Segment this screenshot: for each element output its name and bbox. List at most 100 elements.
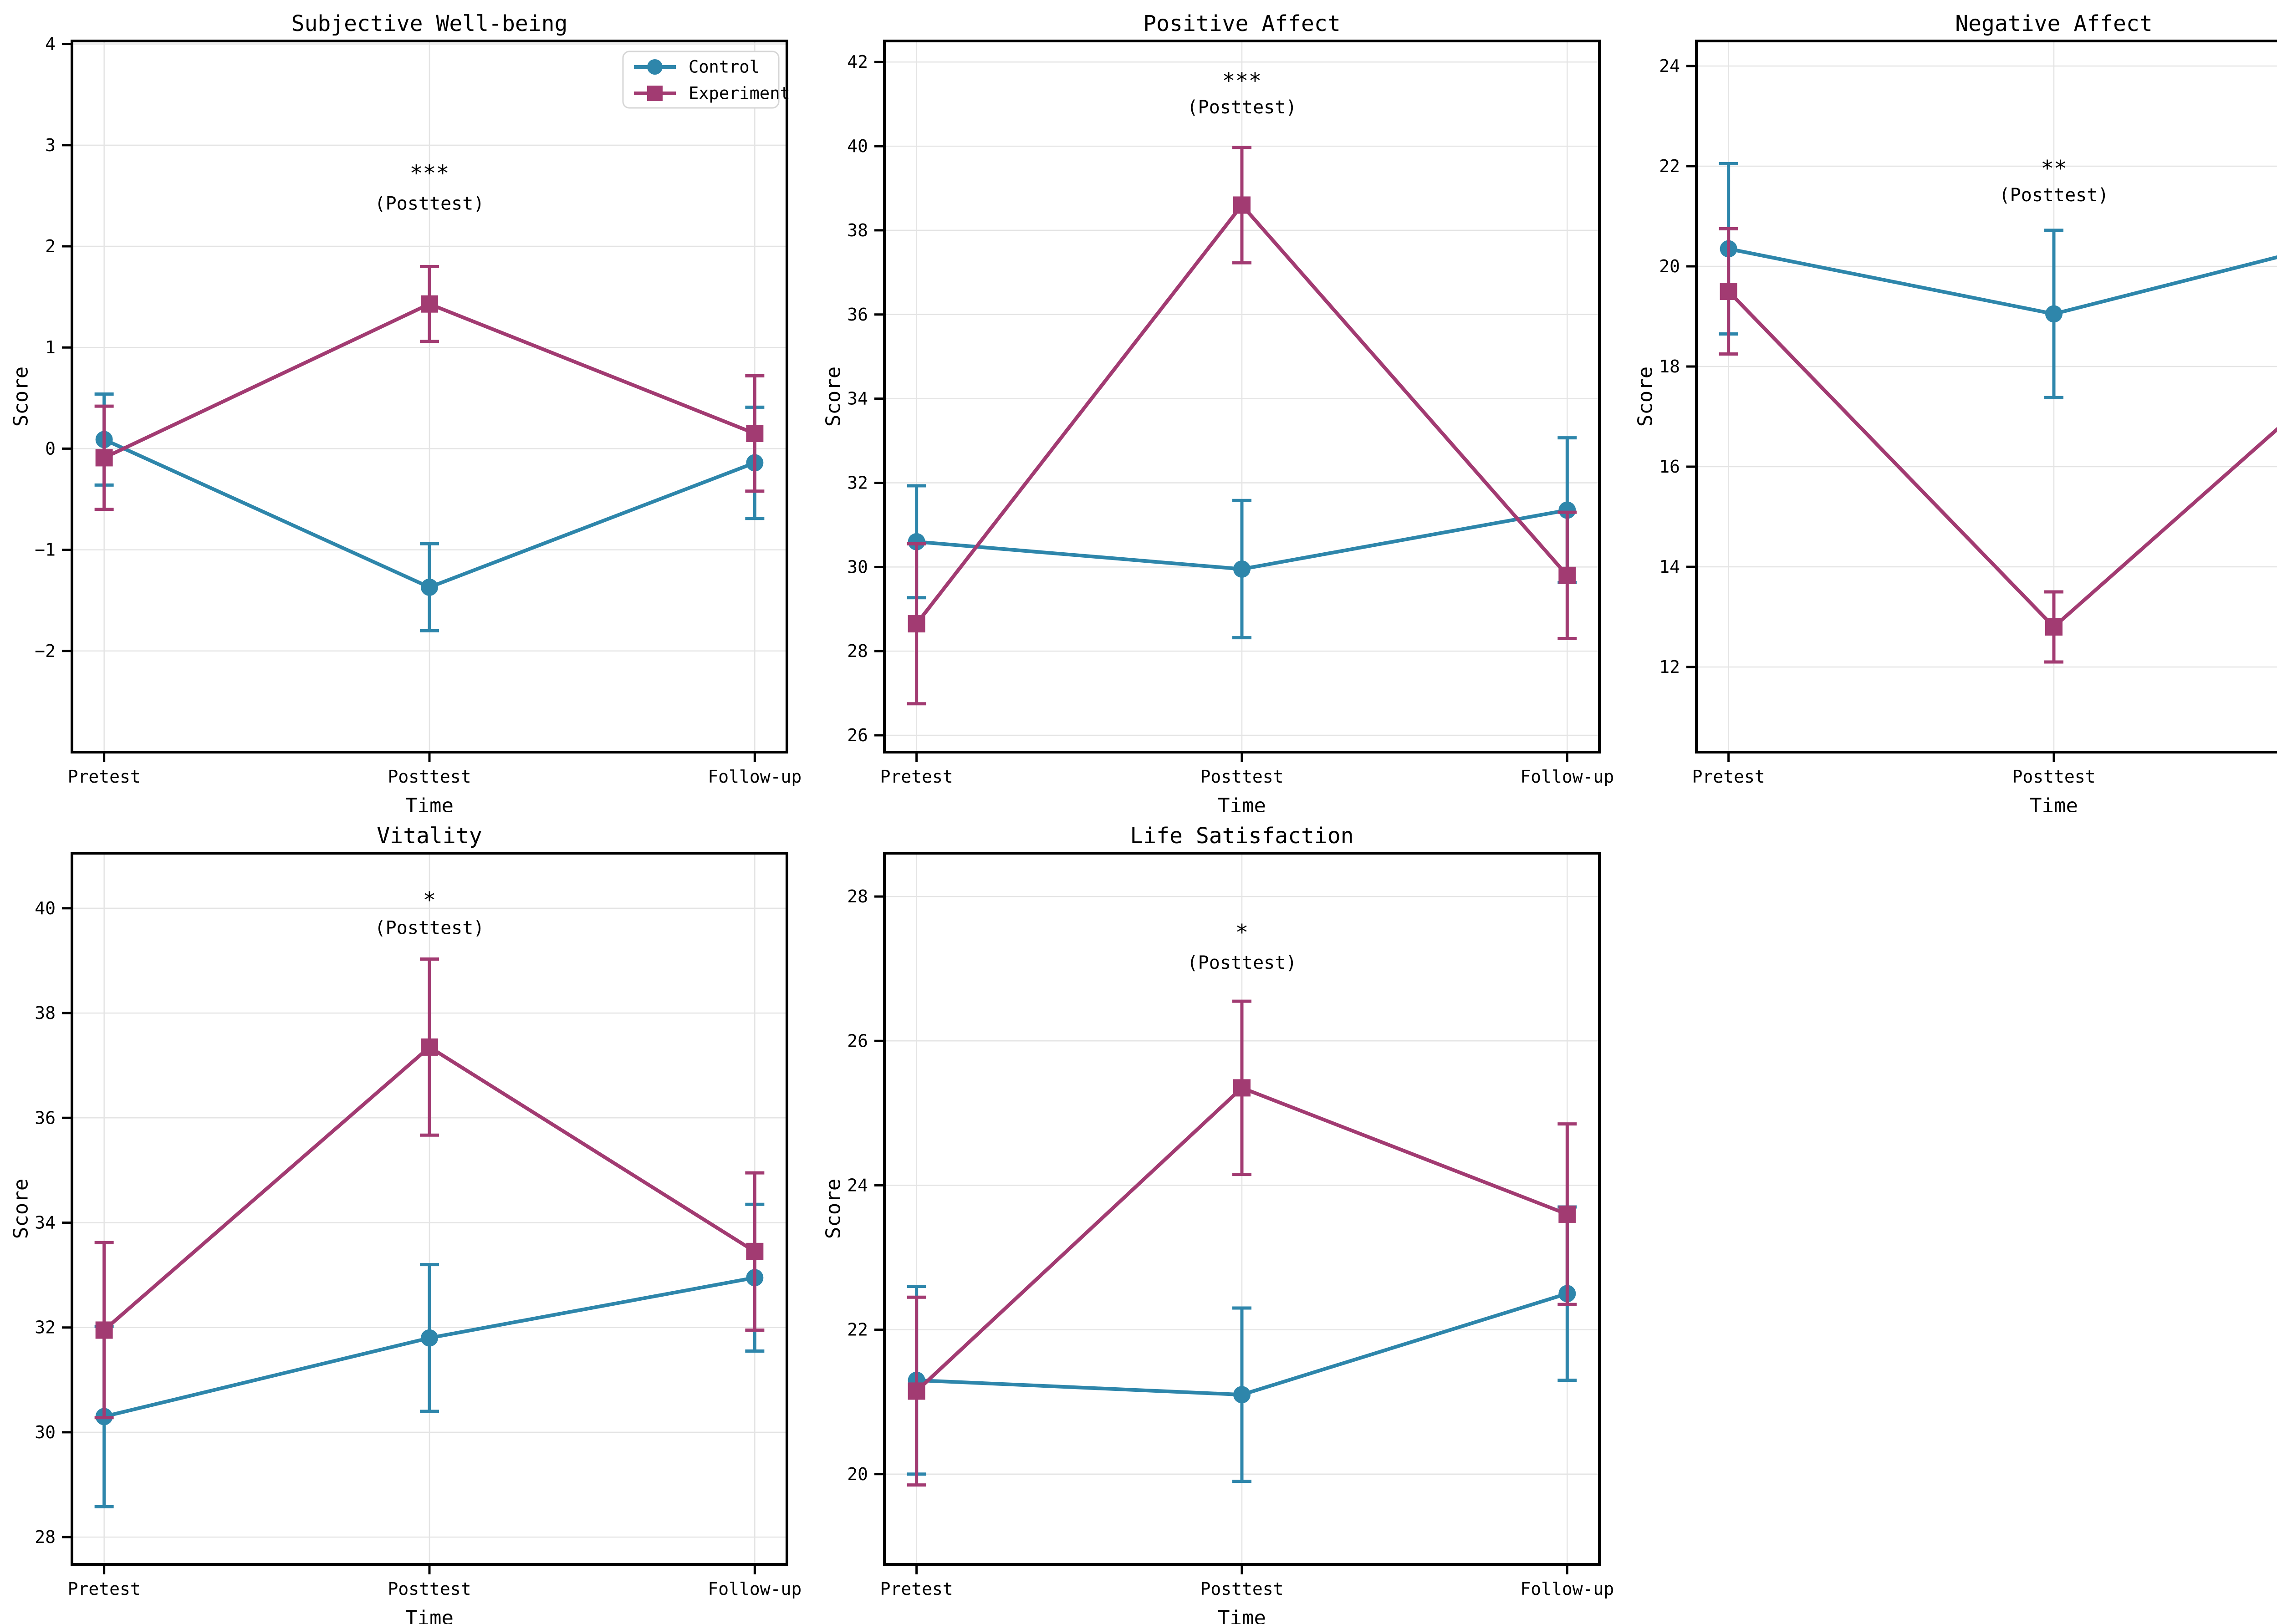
- experiment-marker-icon: [647, 86, 663, 101]
- significance-stars: **: [2041, 156, 2067, 182]
- x-tick-label: Follow-up: [1520, 1579, 1614, 1599]
- y-tick-label: 3: [45, 135, 56, 155]
- significance-label: (Posttest): [375, 193, 485, 214]
- y-tick-label: 24: [847, 1175, 868, 1195]
- marker-experiment-follow-up: [746, 1242, 764, 1260]
- chart-subjective-well-being: −2 −1 0 1 2 3 4 Pretest Posttest Follow-up Subject…: [0, 0, 812, 812]
- y-axis-label: Score: [10, 1179, 33, 1239]
- series-experiment: [1719, 227, 2277, 664]
- chart-background: [1624, 0, 2277, 812]
- series-control: [907, 436, 1577, 640]
- y-tick-label: 12: [1659, 657, 1680, 677]
- marker-experiment-posttest: [421, 295, 438, 313]
- y-tick-label: 42: [847, 52, 868, 72]
- significance-stars: ***: [1222, 68, 1262, 94]
- significance-label: (Posttest): [1187, 97, 1297, 118]
- chart-background: [0, 812, 812, 1624]
- marker-experiment-follow-up: [746, 425, 764, 443]
- chart-vitality: 28 30 32 34 36 38 40 Pretest Posttest Follow-up Vi…: [0, 812, 812, 1624]
- series-experiment: [94, 957, 765, 1420]
- significance-label: (Posttest): [1187, 952, 1297, 973]
- x-axis-label: Time: [405, 1607, 454, 1624]
- chart-svg-vitality: 28 30 32 34 36 38 40 Pretest Posttest Follow-up Vi…: [0, 812, 812, 1624]
- y-tick-label: 20: [1659, 256, 1680, 276]
- significance-stars: ***: [410, 161, 449, 186]
- y-tick-label: 16: [1659, 457, 1680, 477]
- x-tick-label: Posttest: [1200, 1579, 1283, 1599]
- marker-experiment-pretest: [908, 1382, 925, 1400]
- x-axis-label: Time: [405, 794, 454, 812]
- y-tick-label: 4: [45, 34, 56, 54]
- significance-label: (Posttest): [1999, 185, 2109, 206]
- marker-experiment-posttest: [2045, 618, 2063, 636]
- significance-stars: *: [423, 888, 436, 913]
- marker-control-posttest: [1233, 1386, 1251, 1404]
- y-axis-label: Score: [10, 367, 33, 427]
- marker-experiment-follow-up: [1558, 1205, 1576, 1223]
- chart-background: [812, 0, 1625, 812]
- y-tick-label: 36: [35, 1108, 56, 1128]
- x-tick-label: Follow-up: [708, 767, 802, 787]
- significance-label: (Posttest): [375, 918, 485, 939]
- marker-control-posttest: [421, 1329, 438, 1347]
- y-tick-label: 22: [847, 1320, 868, 1340]
- chart-title: Subjective Well-being: [291, 11, 568, 36]
- y-tick-label: 24: [1659, 56, 1680, 76]
- y-tick-label: 0: [45, 438, 56, 458]
- legend: Control Experiment: [622, 51, 790, 109]
- x-axis-label: Time: [1218, 794, 1266, 812]
- y-tick-label: 34: [847, 389, 868, 409]
- x-tick-label: Follow-up: [1520, 767, 1614, 787]
- y-tick-label: 32: [35, 1318, 56, 1338]
- marker-experiment-posttest: [1233, 1079, 1251, 1097]
- y-axis-label: Score: [1634, 367, 1657, 427]
- x-tick-label: Pretest: [880, 1579, 953, 1599]
- marker-control-posttest: [421, 578, 438, 596]
- x-tick-label: Posttest: [388, 767, 471, 787]
- marker-experiment-pretest: [908, 615, 925, 633]
- chart-negative-affect: 12141618202224PretestPosttestFollow-upNe…: [1624, 0, 2277, 812]
- y-tick-label: 40: [847, 136, 868, 156]
- y-tick-label: −1: [35, 540, 56, 560]
- y-tick-label: 18: [1659, 356, 1680, 377]
- x-tick-label: Follow-up: [708, 1579, 802, 1599]
- marker-experiment-posttest: [1233, 196, 1251, 214]
- y-tick-label: 22: [1659, 156, 1680, 176]
- y-tick-label: 20: [847, 1464, 868, 1484]
- y-tick-label: 28: [847, 641, 868, 661]
- chart-svg-subjective-well-being: −2 −1 0 1 2 3 4 Pretest Posttest Follow-up Subject…: [0, 0, 812, 812]
- x-axis-label: Time: [1218, 1607, 1266, 1624]
- y-axis-label: Score: [822, 367, 845, 427]
- chart-positive-affect: 26 28 30 32 34 36 38 40 42 Pretest Posttest Follow-…: [812, 0, 1625, 812]
- legend-label-experiment: Experiment: [689, 84, 790, 103]
- y-tick-label: 1: [45, 337, 56, 357]
- marker-experiment-posttest: [421, 1038, 438, 1056]
- y-tick-label: 30: [847, 557, 868, 577]
- y-tick-label: 40: [35, 898, 56, 918]
- y-tick-label: 2: [45, 236, 56, 256]
- y-tick-label: 36: [847, 305, 868, 325]
- chart-svg-life-satisfaction: 20 22 24 26 28 Pretest Posttest Follow-up Life S…: [812, 812, 1625, 1624]
- marker-experiment-pretest: [95, 449, 113, 467]
- x-tick-label: Posttest: [388, 1579, 471, 1599]
- y-tick-label: 38: [847, 220, 868, 240]
- x-tick-label: Posttest: [2012, 767, 2095, 787]
- x-axis-label: Time: [2030, 794, 2078, 812]
- significance-stars: *: [1236, 920, 1249, 945]
- y-tick-label: 28: [35, 1527, 56, 1547]
- y-tick-label: 26: [847, 725, 868, 745]
- marker-control-posttest: [2045, 305, 2063, 323]
- y-tick-label: 34: [35, 1213, 56, 1233]
- marker-control-posttest: [1233, 560, 1251, 578]
- series-experiment: [94, 265, 765, 511]
- y-tick-label: 26: [847, 1031, 868, 1051]
- chart-background: [0, 0, 812, 812]
- legend-label-control: Control: [689, 57, 760, 77]
- series-experiment: [907, 146, 1577, 706]
- chart-svg-positive-affect: 26 28 30 32 34 36 38 40 42 Pretest Posttest Follow-…: [812, 0, 1625, 812]
- chart-title: Negative Affect: [1955, 11, 2152, 36]
- control-marker-icon: [647, 59, 663, 75]
- y-tick-label: 14: [1659, 557, 1680, 577]
- y-tick-label: 32: [847, 473, 868, 493]
- x-tick-label: Pretest: [68, 767, 141, 787]
